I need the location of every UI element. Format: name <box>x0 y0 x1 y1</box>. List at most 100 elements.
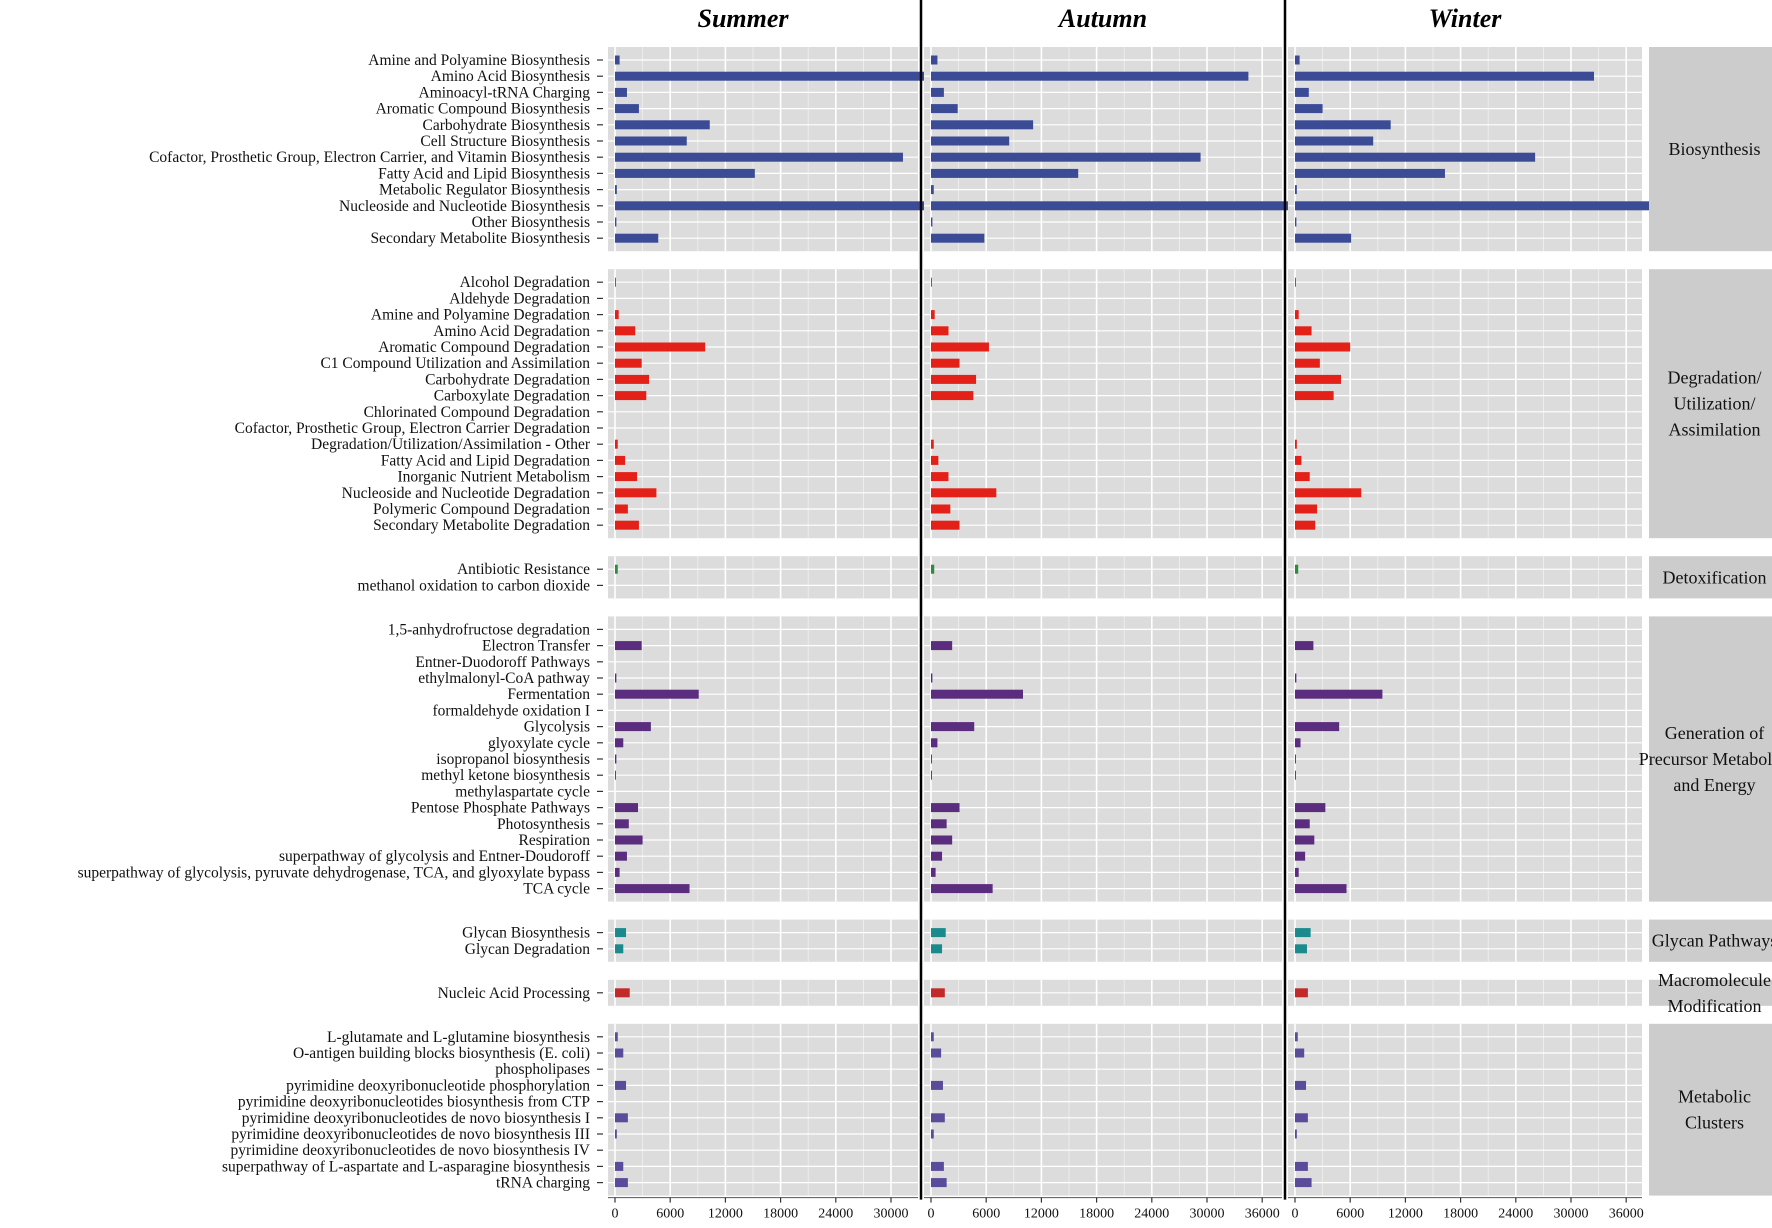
category-label-3-2: Entner-Duodoroff Pathways <box>415 654 590 671</box>
category-label-0-11: Secondary Metabolite Biosynthesis <box>370 230 590 247</box>
bar-2-4-1 <box>1295 944 1307 954</box>
bar-0-1-4 <box>615 342 706 352</box>
bar-1-1-4 <box>931 342 989 352</box>
bar-2-0-8 <box>1295 185 1297 195</box>
category-label-1-3: Amino Acid Degradation <box>433 323 590 340</box>
bar-0-0-3 <box>615 104 639 114</box>
bar-0-4-1 <box>615 944 624 954</box>
bar-1-3-6 <box>931 722 975 732</box>
x-tick-label-1-5: 30000 <box>1190 1207 1225 1222</box>
bar-2-0-4 <box>1295 120 1391 130</box>
bar-0-3-14 <box>615 851 627 861</box>
panel-bg-4-0 <box>608 919 918 962</box>
bar-0-0-7 <box>615 168 755 178</box>
bar-0-0-1 <box>615 71 928 81</box>
bar-0-3-7 <box>615 738 624 748</box>
bar-2-1-2 <box>1295 310 1299 320</box>
bar-1-4-0 <box>931 928 946 938</box>
bar-0-4-0 <box>615 928 627 938</box>
category-label-0-0: Amine and Polyamine Biosynthesis <box>368 52 590 69</box>
bar-0-3-11 <box>615 803 638 813</box>
category-label-3-7: glyoxylate cycle <box>488 735 590 752</box>
bar-2-1-11 <box>1295 455 1302 465</box>
panel-bg-1-1 <box>924 269 1282 539</box>
bar-2-0-5 <box>1295 136 1374 146</box>
bar-1-1-6 <box>931 374 977 384</box>
category-label-0-8: Metabolic Regulator Biosynthesis <box>379 182 590 199</box>
bar-2-0-0 <box>1295 55 1300 65</box>
category-label-2-1: methanol oxidation to carbon dioxide <box>358 577 591 594</box>
bar-2-0-11 <box>1295 233 1352 243</box>
category-label-3-3: ethylmalonyl-CoA pathway <box>418 670 590 687</box>
bar-1-1-7 <box>931 391 974 401</box>
x-tick-label-2-0: 0 <box>1292 1207 1299 1222</box>
bar-2-3-13 <box>1295 835 1315 845</box>
category-label-6-5: pyrimidine deoxyribonucleotides de novo … <box>242 1110 590 1127</box>
bar-2-0-6 <box>1295 152 1536 162</box>
bar-2-1-15 <box>1295 520 1316 530</box>
bar-1-6-3 <box>931 1080 943 1090</box>
category-label-6-0: L-glutamate and L-glutamine biosynthesis <box>327 1029 590 1046</box>
bar-1-1-3 <box>931 326 949 336</box>
bar-0-0-8 <box>615 185 617 195</box>
category-label-3-16: TCA cycle <box>523 881 590 898</box>
x-tick-label-2-6: 36000 <box>1609 1207 1644 1222</box>
bar-0-2-0 <box>615 564 618 574</box>
category-label-3-14: superpathway of glycolysis and Entner-Do… <box>279 848 591 865</box>
bar-0-0-2 <box>615 87 627 97</box>
bar-1-6-1 <box>931 1048 942 1058</box>
bar-2-0-7 <box>1295 168 1445 178</box>
panel-bg-6-0 <box>608 1023 918 1196</box>
category-label-3-9: methyl ketone biosynthesis <box>421 767 590 784</box>
x-tick-label-0-1: 6000 <box>656 1207 684 1222</box>
bar-2-3-11 <box>1295 803 1326 813</box>
panel-bg-2-1 <box>924 556 1282 599</box>
category-label-6-9: tRNA charging <box>496 1175 590 1192</box>
group-strip-0 <box>1649 47 1772 252</box>
panel-bg-0-2 <box>1288 47 1642 252</box>
bar-2-3-9 <box>1295 770 1296 780</box>
bar-1-6-9 <box>931 1178 947 1188</box>
bar-1-4-1 <box>931 944 943 954</box>
category-label-1-6: Carbohydrate Degradation <box>425 371 590 388</box>
bar-1-3-16 <box>931 884 993 894</box>
category-label-1-11: Fatty Acid and Lipid Degradation <box>381 452 590 469</box>
bar-0-3-8 <box>615 754 617 764</box>
bar-2-1-5 <box>1295 358 1320 368</box>
facet-title-1: Autumn <box>1057 4 1147 33</box>
group-strip-6 <box>1649 1023 1772 1196</box>
category-label-3-4: Fermentation <box>507 686 590 703</box>
category-label-1-9: Cofactor, Prosthetic Group, Electron Car… <box>235 420 591 437</box>
x-tick-label-2-3: 18000 <box>1443 1207 1478 1222</box>
category-label-6-7: pyrimidine deoxyribonucleotides de novo … <box>231 1142 591 1159</box>
category-label-3-1: Electron Transfer <box>482 638 591 655</box>
bar-0-1-15 <box>615 520 639 530</box>
category-label-0-6: Cofactor, Prosthetic Group, Electron Car… <box>149 149 590 166</box>
bar-1-3-7 <box>931 738 938 748</box>
bar-2-1-6 <box>1295 374 1341 384</box>
bar-0-0-4 <box>615 120 710 130</box>
group-label-1-1: Utilization/ <box>1674 394 1756 414</box>
bar-2-4-0 <box>1295 928 1311 938</box>
category-label-1-14: Polymeric Compound Degradation <box>373 501 590 518</box>
panel-bg-1-0 <box>608 269 918 539</box>
bar-0-1-10 <box>615 439 618 449</box>
bar-0-0-9 <box>615 201 945 211</box>
category-label-6-8: superpathway of L-aspartate and L-aspara… <box>222 1158 590 1175</box>
panel-bg-4-1 <box>924 919 1282 962</box>
group-label-6-0: Metabolic <box>1678 1087 1751 1107</box>
category-label-0-10: Other Biosynthesis <box>472 214 590 231</box>
group-label-5-0: Macromolecule <box>1658 970 1771 990</box>
category-label-0-3: Aromatic Compound Biosynthesis <box>376 101 590 118</box>
group-label-3-0: Generation of <box>1665 723 1764 743</box>
bar-1-0-2 <box>931 87 944 97</box>
category-label-3-15: superpathway of glycolysis, pyruvate deh… <box>78 864 590 881</box>
bar-2-3-12 <box>1295 819 1310 829</box>
panel-bg-6-2 <box>1288 1023 1642 1196</box>
bar-1-1-15 <box>931 520 960 530</box>
x-tick-label-0-5: 30000 <box>874 1207 909 1222</box>
group-label-5-1: Modification <box>1668 996 1762 1016</box>
bar-1-3-4 <box>931 689 1023 699</box>
bar-2-1-3 <box>1295 326 1312 336</box>
